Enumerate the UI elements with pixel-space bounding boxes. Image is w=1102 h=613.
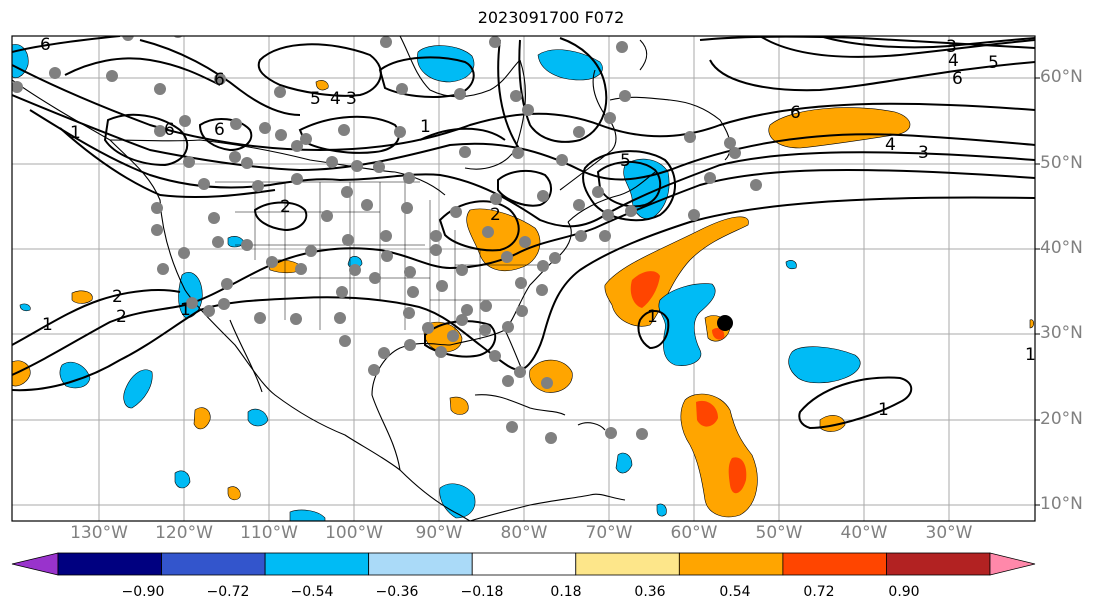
contour-label: 4 <box>885 135 896 155</box>
storm-position-marker <box>717 315 733 331</box>
contour-label: 3 <box>346 89 357 109</box>
map-frame <box>11 35 1036 522</box>
lon-label: 90°W <box>415 523 463 543</box>
axis-ticks <box>1035 77 1040 506</box>
contour-label: 1 <box>42 315 53 335</box>
contour-label: 6 <box>214 120 225 140</box>
lat-label: 20°N <box>1040 409 1083 429</box>
colorbar <box>11 552 1036 576</box>
lat-label: 50°N <box>1040 153 1083 173</box>
colorbar-tick-label: 0.54 <box>719 584 751 600</box>
contour-label: 3 <box>918 143 929 163</box>
colorbar-tick-label: −0.72 <box>206 584 250 600</box>
strong-positive-areas <box>630 271 747 494</box>
colorbar-segment <box>368 552 473 576</box>
lon-label: 130°W <box>70 523 128 543</box>
contour-label: 6 <box>790 103 801 123</box>
colorbar-segment <box>264 552 370 576</box>
colorbar-extend-high <box>989 552 1036 576</box>
contour-label: 1 <box>420 117 431 137</box>
lon-label: 30°W <box>925 523 973 543</box>
colorbar-extend-low <box>11 552 59 576</box>
contour-label: 1 <box>70 123 81 143</box>
contour-label: 4 <box>948 51 959 71</box>
colorbar-tick-label: 0.90 <box>888 584 920 600</box>
colorbar-segment <box>886 552 991 576</box>
lon-label: 80°W <box>500 523 548 543</box>
lon-label: 110°W <box>240 523 298 543</box>
lon-label: 40°W <box>840 523 888 543</box>
station-points <box>12 36 762 444</box>
colorbar-segment <box>57 552 162 576</box>
lat-label: 30°N <box>1040 323 1083 343</box>
lon-label: 70°W <box>585 523 633 543</box>
contour-label: 6 <box>952 69 963 89</box>
colorbar-tick-label: −0.90 <box>121 584 165 600</box>
contour-label: 2 <box>490 205 501 225</box>
lat-label: 40°N <box>1040 238 1083 258</box>
contour-label: 1 <box>180 300 191 320</box>
contour-lines <box>12 36 1035 430</box>
contour-label: 2 <box>116 307 127 327</box>
contour-label: 6 <box>40 35 51 55</box>
colorbar-tick-label: −0.54 <box>290 584 334 600</box>
contour-label: 1 <box>647 307 658 327</box>
colorbar-segment <box>161 552 266 576</box>
contour-label: 1 <box>1025 345 1036 365</box>
lat-label: 60°N <box>1040 67 1083 87</box>
contour-label: 5 <box>620 151 631 171</box>
contour-label: 1 <box>878 400 889 420</box>
colorbar-segment <box>678 552 784 576</box>
map-title: 2023091700 F072 <box>477 8 625 27</box>
lon-label: 50°W <box>755 523 803 543</box>
contour-label: 2 <box>112 287 123 307</box>
contour-label: 6 <box>164 120 175 140</box>
lon-label: 120°W <box>155 523 213 543</box>
lat-label: 10°N <box>1040 494 1083 514</box>
lon-label: 60°W <box>670 523 718 543</box>
colorbar-tick-label: −0.36 <box>375 584 419 600</box>
contour-label: 5 <box>310 89 321 109</box>
negative-anomaly-areas <box>12 44 861 521</box>
colorbar-tick-label: 0.72 <box>803 584 835 600</box>
contour-label: 2 <box>280 197 291 217</box>
coastlines <box>12 36 731 521</box>
contour-label: 3 <box>946 37 957 57</box>
contour-label-group: 6 6 6 6 5 4 3 2 1 1 2 6 5 4 3 6 5 4 3 1 … <box>40 35 1036 420</box>
colorbar-tick-label: −0.18 <box>460 584 504 600</box>
contour-label: 4 <box>330 89 341 109</box>
colorbar-tick-label: 0.18 <box>550 584 582 600</box>
colorbar-segment <box>782 552 887 576</box>
lon-label: 100°W <box>325 523 383 543</box>
colorbar-segment <box>471 552 577 576</box>
colorbar-segment <box>575 552 680 576</box>
colorbar-tick-label: 0.36 <box>634 584 666 600</box>
contour-label: 5 <box>988 53 999 73</box>
contour-label: 6 <box>214 70 225 90</box>
